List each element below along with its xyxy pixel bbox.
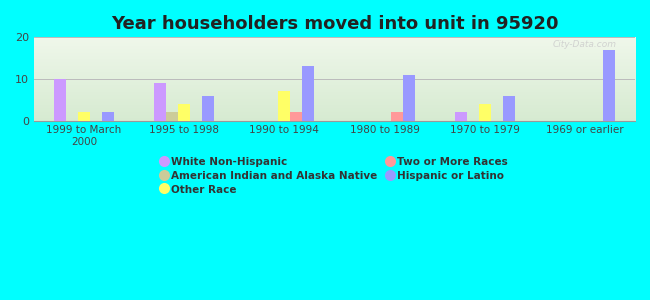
Title: Year householders moved into unit in 95920: Year householders moved into unit in 959…: [111, 15, 558, 33]
Bar: [455, 112, 467, 121]
Bar: [54, 79, 66, 121]
Bar: [166, 112, 178, 121]
Bar: [178, 104, 190, 121]
Bar: [154, 83, 166, 121]
Legend: White Non-Hispanic, American Indian and Alaska Native, Other Race, Two or More R: White Non-Hispanic, American Indian and …: [157, 152, 512, 199]
Bar: [391, 112, 402, 121]
Bar: [278, 92, 291, 121]
Bar: [479, 104, 491, 121]
Bar: [302, 67, 315, 121]
Bar: [402, 75, 415, 121]
Bar: [202, 96, 215, 121]
Bar: [102, 112, 114, 121]
Text: City-Data.com: City-Data.com: [553, 40, 617, 49]
Bar: [78, 112, 90, 121]
Bar: [503, 96, 515, 121]
Bar: [291, 112, 302, 121]
Bar: [603, 50, 615, 121]
